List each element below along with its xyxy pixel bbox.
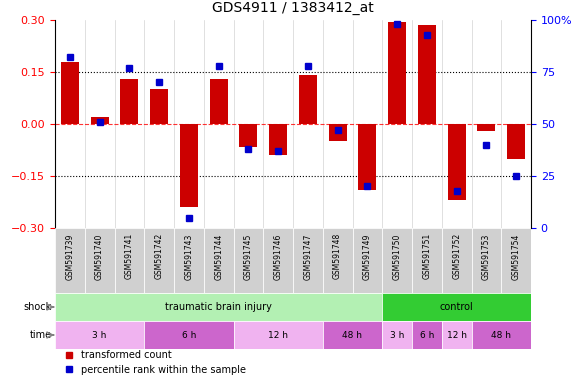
Bar [204, 228, 234, 293]
Bar [239, 124, 258, 147]
Bar [293, 228, 323, 293]
Text: GSM591747: GSM591747 [303, 233, 312, 280]
Bar [144, 228, 174, 293]
Text: GSM591744: GSM591744 [214, 233, 223, 280]
Text: control: control [440, 302, 473, 312]
Text: GSM591745: GSM591745 [244, 233, 253, 280]
Bar [412, 228, 442, 293]
Bar [448, 124, 465, 200]
Bar [55, 321, 144, 349]
Text: 3 h: 3 h [390, 331, 404, 339]
Bar [382, 228, 412, 293]
Legend: transformed count, percentile rank within the sample: transformed count, percentile rank withi… [60, 346, 250, 379]
Text: 48 h: 48 h [343, 331, 363, 339]
Text: 48 h: 48 h [491, 331, 511, 339]
Bar [359, 124, 376, 190]
Text: 3 h: 3 h [93, 331, 107, 339]
Bar [234, 228, 263, 293]
Bar [91, 117, 108, 124]
Bar [234, 321, 323, 349]
Text: GSM591748: GSM591748 [333, 233, 342, 280]
Bar [501, 228, 531, 293]
Text: GSM591751: GSM591751 [423, 233, 431, 280]
Bar [472, 321, 531, 349]
Bar [323, 321, 382, 349]
Text: GDS4911 / 1383412_at: GDS4911 / 1383412_at [212, 1, 374, 15]
Text: time: time [30, 330, 52, 340]
Text: GSM591743: GSM591743 [184, 233, 194, 280]
Text: GSM591746: GSM591746 [274, 233, 283, 280]
Bar [418, 25, 436, 124]
Bar [180, 124, 198, 207]
Text: GSM591749: GSM591749 [363, 233, 372, 280]
Bar [412, 321, 442, 349]
Bar [85, 228, 115, 293]
Bar [442, 228, 472, 293]
Text: GSM591741: GSM591741 [125, 233, 134, 280]
Bar [507, 124, 525, 159]
Text: GSM591742: GSM591742 [155, 233, 164, 280]
Bar [472, 228, 501, 293]
Text: 6 h: 6 h [420, 331, 434, 339]
Text: GSM591750: GSM591750 [393, 233, 401, 280]
Text: traumatic brain injury: traumatic brain injury [165, 302, 272, 312]
Bar [477, 124, 495, 131]
Bar [61, 61, 79, 124]
Text: shock: shock [24, 302, 52, 312]
Bar [55, 228, 85, 293]
Bar [263, 228, 293, 293]
Bar [115, 228, 144, 293]
Bar [299, 76, 317, 124]
Text: 12 h: 12 h [447, 331, 467, 339]
Bar [382, 293, 531, 321]
Text: GSM591754: GSM591754 [512, 233, 521, 280]
Text: GSM591752: GSM591752 [452, 233, 461, 280]
Bar [210, 79, 228, 124]
Bar [329, 124, 347, 141]
Text: GSM591740: GSM591740 [95, 233, 104, 280]
Bar [388, 22, 406, 124]
Bar [55, 293, 382, 321]
Text: 6 h: 6 h [182, 331, 196, 339]
Text: GSM591753: GSM591753 [482, 233, 491, 280]
Bar [150, 89, 168, 124]
Bar [120, 79, 138, 124]
Bar [269, 124, 287, 155]
Bar [442, 321, 472, 349]
Bar [352, 228, 382, 293]
Bar [144, 321, 234, 349]
Text: GSM591739: GSM591739 [65, 233, 74, 280]
Bar [323, 228, 352, 293]
Bar [382, 321, 412, 349]
Text: 12 h: 12 h [268, 331, 288, 339]
Bar [174, 228, 204, 293]
